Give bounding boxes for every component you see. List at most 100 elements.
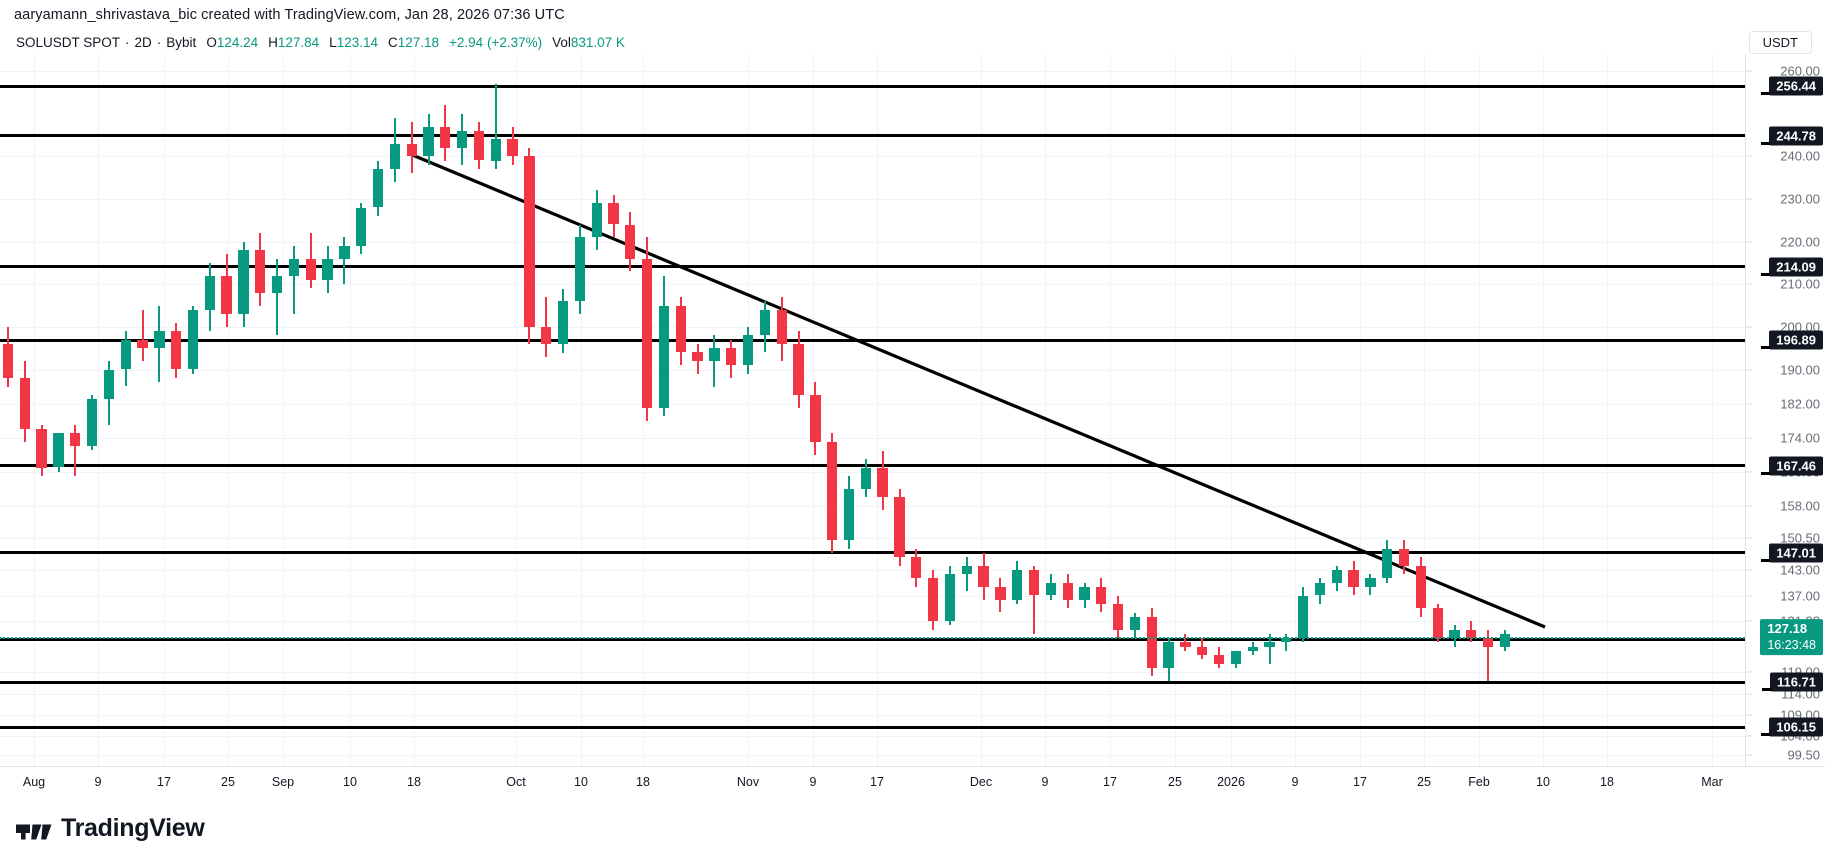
candle-body [1281,638,1292,643]
legend-close-label: C [387,34,398,50]
candle-body [742,335,754,366]
candle-body [1163,642,1174,668]
candle-body [574,237,586,302]
price-tick-label: 182.00 [1780,396,1820,412]
candle-body [86,399,98,447]
candle-wick [1184,633,1187,651]
candle-body [1129,616,1141,630]
price-tick-mark [1746,505,1752,507]
price-level-label[interactable]: 256.44 [1761,76,1823,96]
candle-body [658,305,670,408]
price-axis[interactable]: 260.00 240.00 230.00 220.00 210.00 200.00 190.… [1745,54,1825,766]
price-tick-mark [1746,283,1752,285]
legend-sep-1: · [125,34,130,50]
time-tick-label: 9 [94,775,102,789]
candle-body [894,497,905,558]
price-tick-label: 210.00 [1780,276,1820,292]
candle-wick [965,557,968,592]
candle-body [53,433,64,468]
candle-body [1045,582,1056,596]
price-tick-mark [1746,326,1752,328]
price-level-label[interactable]: 116.71 [1761,672,1823,692]
candle-body [1062,582,1073,600]
horizontal-level-line[interactable] [0,134,1745,138]
time-tick-label: 25 [1168,775,1182,789]
time-tick-label: 10 [1536,775,1550,789]
gridline-vertical [283,54,284,766]
horizontal-level-line[interactable] [0,638,1745,641]
candle-body [288,258,300,276]
current-price-label[interactable]: 127.18 16:23:48 [1760,619,1823,656]
price-tick-label: 190.00 [1780,362,1820,377]
horizontal-level-line[interactable] [0,265,1745,269]
candle-body [675,305,686,353]
price-level-label[interactable]: 167.46 [1761,456,1823,476]
currency-badge[interactable]: USDT [1748,31,1812,54]
gridline-horizontal [0,241,1745,243]
tradingview-logo-icon[interactable]: TradingView [16,814,205,843]
candle-body [1247,646,1258,651]
gridline-vertical [516,54,517,766]
attribution-text: aaryamann_shrivastava_bic created with T… [14,7,565,23]
horizontal-level-line[interactable] [0,551,1745,555]
time-tick-label: Feb [1468,775,1490,789]
candle-body [1499,633,1511,647]
candle-body [827,442,838,541]
candle-body [19,378,30,430]
price-level-label[interactable]: 106.15 [1761,717,1823,737]
gridline-horizontal [0,595,1745,597]
gridline-horizontal [0,471,1745,473]
price-level-tick [1761,688,1771,691]
candle-body [339,245,350,259]
gridline-horizontal [0,437,1745,439]
bar-countdown: 16:23:48 [1767,637,1816,652]
horizontal-level-line[interactable] [0,464,1745,468]
candle-body [1466,629,1477,639]
gridline-vertical [1045,54,1046,766]
time-tick-label: 10 [574,775,588,789]
chart-legend: SOLUSDT SPOT · 2D · Bybit O 124.24 H 127.8… [0,30,1825,54]
price-tick-mark [1746,403,1752,405]
candle-body [406,143,417,157]
price-level-label[interactable]: 147.01 [1761,543,1823,563]
candle-body [1213,655,1225,664]
candle-body [255,250,266,293]
price-tick-mark [1746,595,1752,596]
time-tick-label: 9 [1291,775,1299,789]
candle-wick [292,245,295,315]
legend-exchange[interactable]: Bybit [166,34,197,50]
candle-body [137,339,148,349]
horizontal-level-line[interactable] [0,338,1745,342]
legend-symbol[interactable]: SOLUSDT SPOT [16,34,121,50]
gridline-horizontal [0,755,1745,757]
legend-interval[interactable]: 2D [134,34,152,50]
legend-open-label: O [206,34,217,50]
chart-plot-area[interactable] [0,54,1745,822]
gridline-horizontal [0,156,1745,158]
horizontal-level-line[interactable] [0,680,1745,684]
gridline-vertical [1424,54,1425,766]
trendline-layer [409,152,1546,629]
price-level-label[interactable]: 214.09 [1761,257,1823,277]
gridline-vertical [581,54,582,766]
price-tick-mark [1746,198,1752,200]
horizontal-level-line[interactable] [0,725,1745,729]
legend-sep-2: · [156,34,162,50]
price-level-label[interactable]: 196.89 [1761,330,1823,350]
gridline-horizontal [0,403,1745,405]
price-tick-label: 150.50 [1780,530,1820,546]
legend-close-value: 127.18 [397,34,440,50]
gridline-horizontal [0,736,1745,738]
candle-body [171,331,182,370]
current-price-dotted-line [0,637,1745,640]
price-tick-label: 174.00 [1780,430,1820,446]
time-tick-label: 17 [1103,775,1117,789]
time-axis[interactable]: Aug 9 17 25 Sep 10 18 Oct 10 18 Nov 9 17 Dec 9 17 25 2026… [0,766,1825,799]
price-tick-label: 260.00 [1780,63,1820,79]
candle-body [490,139,501,161]
candle-body [642,258,653,408]
price-level-label[interactable]: 244.78 [1761,126,1823,146]
price-tick-mark [1746,437,1752,439]
gridline-vertical [1543,54,1544,766]
horizontal-level-line[interactable] [0,84,1745,88]
